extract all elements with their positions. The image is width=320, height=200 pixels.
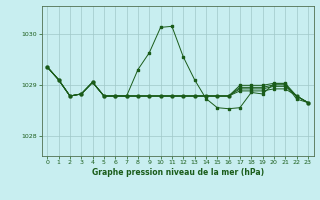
- X-axis label: Graphe pression niveau de la mer (hPa): Graphe pression niveau de la mer (hPa): [92, 168, 264, 177]
